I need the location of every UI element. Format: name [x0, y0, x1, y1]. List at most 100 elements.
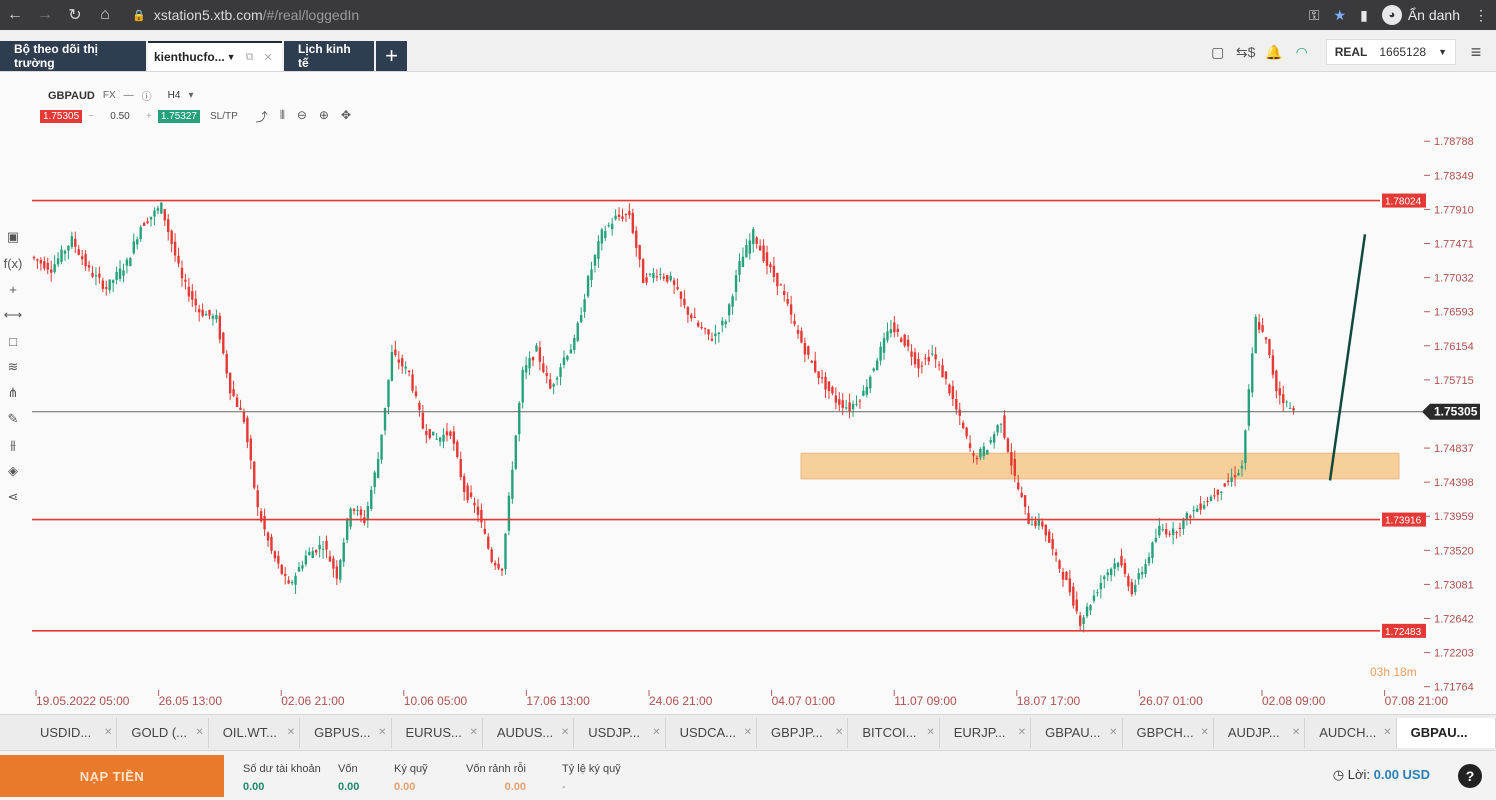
symbol-tab[interactable]: GBPCH... ✕ [1123, 717, 1214, 748]
volume-decrease[interactable]: − [88, 111, 94, 122]
add-tab-button[interactable]: + [376, 41, 407, 71]
sell-button[interactable]: 1.75305 [40, 110, 83, 123]
sidebar-icon[interactable]: ▮ [1360, 6, 1368, 23]
candle-body [32, 256, 36, 259]
crosshair-icon[interactable]: + [9, 281, 17, 297]
candle-body [290, 582, 294, 584]
bell-icon[interactable]: 🔔 [1264, 43, 1283, 60]
indicators-icon[interactable]: ⫵ [10, 437, 16, 452]
function-icon[interactable]: f(x) [3, 255, 23, 271]
symbol-tab[interactable]: GBPAU... ✕ [1031, 717, 1123, 748]
close-icon[interactable]: ✕ [286, 727, 296, 738]
close-icon[interactable]: ✕ [834, 727, 844, 738]
symbol-tab[interactable]: AUDJP... ✕ [1214, 717, 1306, 748]
candle-body [194, 298, 197, 306]
chevron-down-icon[interactable]: ▼ [226, 52, 236, 62]
symbol-tab[interactable]: OIL.WT... ✕ [209, 717, 301, 748]
buy-button[interactable]: 1.75327 [157, 110, 200, 123]
timeframe-select[interactable]: H4 [167, 90, 181, 101]
symbol-tab[interactable]: EURJP... ✕ [940, 717, 1032, 748]
symbol-tab[interactable]: GBPUS... ✕ [300, 717, 392, 748]
ruler-icon[interactable]: ⟷ [3, 307, 23, 322]
close-icon[interactable]: ✕ [469, 727, 478, 738]
candle-body [304, 555, 308, 565]
fibonacci-icon[interactable]: ≋ [7, 359, 19, 374]
key-icon[interactable]: ⚿ [1308, 6, 1320, 23]
candle-body [122, 270, 125, 276]
zoom-out-icon[interactable]: ⊖ [296, 108, 307, 122]
volume-input[interactable]: 0.50 [110, 111, 130, 122]
tab-market-watch[interactable]: Bộ theo dõi thị trường [0, 41, 146, 71]
forward-icon[interactable]: → [37, 6, 53, 23]
close-icon[interactable]: ✕ [652, 727, 661, 738]
close-icon[interactable]: ✕ [743, 727, 752, 738]
layers-icon[interactable]: ◈ [8, 463, 18, 478]
close-icon[interactable]: ✕ [1383, 727, 1392, 738]
symbol-tab[interactable]: AUDUS... ✕ [483, 717, 575, 748]
close-icon[interactable]: ✕ [1200, 727, 1209, 738]
close-icon[interactable]: ✕ [1291, 727, 1301, 738]
close-icon[interactable]: ✕ [926, 727, 935, 738]
line-chart-icon[interactable]: ⤴ [255, 110, 268, 124]
popout-icon[interactable]: ⧉ [245, 50, 254, 63]
close-icon[interactable]: ✕ [378, 727, 387, 738]
candle-body [1082, 617, 1085, 624]
address-bar[interactable]: 🔒 xstation5.xtb.com /#/real/loggedIn [132, 7, 359, 23]
account-selector[interactable]: REAL 1665128 ▼ [1325, 39, 1456, 65]
info-icon[interactable]: ⓘ [141, 92, 152, 103]
price-chart[interactable]: 1.78788 1.78349 1.77910 1.77471 1.77032 1.765… [0, 72, 1496, 714]
menu-icon[interactable]: ≡ [1470, 41, 1482, 62]
profit-display: ◷ Lời: 0.00 USD [1333, 767, 1430, 783]
symbol-tab[interactable]: AUDCH... ✕ [1305, 717, 1397, 748]
candle-body [1240, 465, 1244, 469]
rectangle-icon[interactable]: □ [9, 333, 17, 349]
volume-increase[interactable]: + [146, 111, 152, 122]
deposit-button[interactable]: NẠP TIỀN [0, 755, 224, 797]
candle-body [111, 280, 115, 283]
candles-icon[interactable]: ⫴ [279, 108, 285, 122]
more-menu-icon[interactable]: ⋮ [1474, 6, 1488, 23]
help-button[interactable]: ? [1458, 764, 1482, 788]
app-topbar: Bộ theo dõi thị trường kienthucfo... ▼ ⧉… [0, 30, 1496, 72]
current-price-badge [1422, 403, 1480, 420]
pitchfork-icon[interactable]: ⋔ [7, 385, 19, 400]
symbol-tab[interactable]: USDCA... ✕ [666, 717, 757, 748]
level-price-badge [1382, 193, 1426, 208]
symbol-tab[interactable]: EURUS... ✕ [392, 717, 483, 748]
symbol-name[interactable]: GBPAUD [48, 89, 95, 102]
fullscreen-icon[interactable]: ▢ [1211, 43, 1225, 60]
zoom-in-icon[interactable]: ⊕ [318, 108, 329, 122]
tab-user-layout[interactable]: kienthucfo... ▼ ⧉ ✕ [148, 41, 282, 71]
close-icon[interactable]: ✕ [1017, 727, 1027, 738]
candle-body [259, 511, 263, 522]
symbol-tab[interactable]: USDID... ✕ [26, 717, 118, 748]
share-icon[interactable]: ⋖ [7, 489, 19, 504]
close-icon[interactable]: ✕ [560, 727, 570, 738]
candle-body [328, 556, 332, 562]
close-icon[interactable]: ✕ [195, 727, 204, 738]
symbol-tab[interactable]: USDJP... ✕ [574, 717, 666, 748]
symbol-tab[interactable]: GBPAU... [1396, 717, 1496, 748]
back-icon[interactable]: ← [7, 6, 23, 23]
incognito-profile[interactable]: ◕ Ẩn danh [1381, 5, 1460, 25]
rectangle-fill-icon[interactable]: ▣ [6, 229, 20, 244]
candle-body [1216, 489, 1220, 495]
chart-panel[interactable]: 1.78788 1.78349 1.77910 1.77471 1.77032 1.765… [0, 72, 1496, 714]
symbol-tab[interactable]: GBPJP... ✕ [757, 717, 849, 748]
symbol-tab[interactable]: BITCOI... ✕ [848, 717, 940, 748]
home-icon[interactable]: ⌂ [100, 6, 110, 23]
close-icon[interactable]: ✕ [263, 51, 273, 64]
tab-calendar[interactable]: Lịch kinh tế [284, 41, 374, 71]
candle-body [1195, 508, 1199, 512]
close-icon[interactable]: ✕ [1109, 727, 1118, 738]
reload-icon[interactable]: ↻ [68, 7, 82, 24]
candle-body [1089, 605, 1092, 611]
move-icon[interactable]: ✥ [340, 108, 352, 122]
star-icon[interactable]: ★ [1333, 6, 1347, 23]
sltp-button[interactable]: SL/TP [210, 111, 238, 122]
symbol-tab[interactable]: GOLD (... ✕ [117, 717, 209, 748]
candle-body [442, 434, 445, 442]
close-icon[interactable]: ✕ [103, 727, 113, 738]
brush-icon[interactable]: ✎ [7, 411, 19, 426]
transfer-icon[interactable]: ⇆$ [1235, 43, 1256, 60]
